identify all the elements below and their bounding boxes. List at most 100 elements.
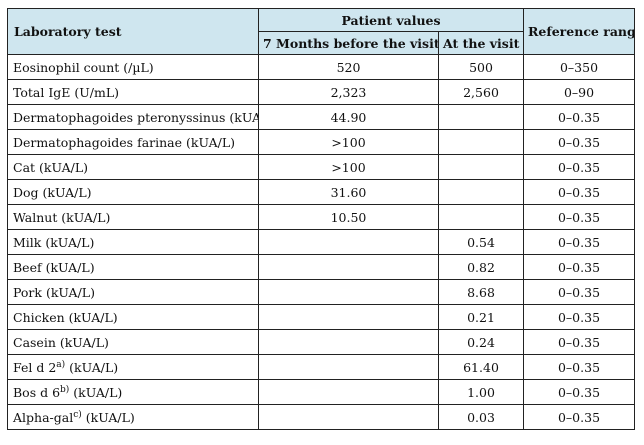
test-name-cell: Bos d 6b) (kUA/L): [7, 379, 259, 405]
before-visit-value: [258, 329, 439, 355]
test-name-cell: Eosinophil count (/µL): [7, 54, 259, 80]
at-visit-value: 1.00: [437, 379, 525, 405]
test-name: Dog (kUA/L): [13, 184, 92, 200]
before-visit-value: 520: [258, 54, 439, 80]
table-row: Total IgE (U/mL) 2,323 2,560 0–90: [7, 79, 636, 105]
before-visit-value: [258, 254, 439, 280]
before-visit-value: [258, 404, 439, 430]
table-row: Dog (kUA/L) 31.60 0–0.35: [7, 179, 636, 205]
test-name: Beef (kUA/L): [13, 259, 95, 275]
test-name: Total IgE (U/mL): [13, 84, 120, 100]
test-name: Pork (kUA/L): [13, 284, 95, 300]
at-visit-value: 0.21: [437, 304, 525, 330]
table-row: Bos d 6b) (kUA/L) 1.00 0–0.35: [7, 379, 636, 405]
test-name-cell: Total IgE (U/mL): [7, 79, 259, 105]
test-name-cell: Dermatophagoides farinae (kUA/L): [7, 129, 259, 155]
at-visit-value: 2,560: [437, 79, 525, 105]
header-row-top: Laboratory test Patient values Reference…: [7, 8, 636, 55]
test-name: Bos d 6: [13, 384, 61, 400]
reference-range-value: 0–0.35: [523, 354, 636, 380]
before-visit-value: 2,323: [258, 79, 439, 105]
before-visit-value: [258, 279, 439, 305]
at-visit-value: 61.40: [437, 354, 525, 380]
before-visit-value: [258, 229, 439, 255]
test-name: Alpha-gal: [13, 409, 74, 425]
test-name-cell: Dog (kUA/L): [7, 179, 259, 205]
reference-range-value: 0–0.35: [523, 229, 636, 255]
reference-range-value: 0–0.35: [523, 104, 636, 130]
header-at-visit: At the visit: [437, 31, 525, 55]
test-name-cell: Cat (kUA/L): [7, 154, 259, 180]
at-visit-value: [437, 154, 525, 180]
table-row: Eosinophil count (/µL) 520 500 0–350: [7, 54, 636, 80]
test-unit: (kUA/L): [81, 409, 135, 425]
test-name-cell: Milk (kUA/L): [7, 229, 259, 255]
table-row: Alpha-galc) (kUA/L) 0.03 0–0.35: [7, 404, 636, 430]
test-name: Chicken (kUA/L): [13, 309, 118, 325]
reference-range-value: 0–0.35: [523, 404, 636, 430]
reference-range-value: 0–0.35: [523, 154, 636, 180]
header-before-visit: 7 Months before the visit: [258, 31, 439, 55]
before-visit-value: [258, 379, 439, 405]
table-row: Milk (kUA/L) 0.54 0–0.35: [7, 229, 636, 255]
test-name: Dermatophagoides pteronyssinus (kUA/L): [13, 109, 259, 125]
at-visit-value: 0.03: [437, 404, 525, 430]
footnote-marker: c): [73, 409, 82, 420]
header-reference-range: Reference range: [523, 8, 636, 55]
reference-range-value: 0–0.35: [523, 129, 636, 155]
table-row: Dermatophagoides pteronyssinus (kUA/L) 44…: [7, 104, 636, 130]
at-visit-value: [437, 179, 525, 205]
test-unit: (kUA/L): [69, 384, 123, 400]
table-row: Chicken (kUA/L) 0.21 0–0.35: [7, 304, 636, 330]
reference-range-value: 0–0.35: [523, 179, 636, 205]
before-visit-value: >100: [258, 129, 439, 155]
at-visit-value: [437, 104, 525, 130]
header-lab-test: Laboratory test: [7, 8, 259, 55]
reference-range-value: 0–0.35: [523, 304, 636, 330]
table-row: Pork (kUA/L) 8.68 0–0.35: [7, 279, 636, 305]
before-visit-value: 10.50: [258, 204, 439, 230]
test-name-cell: Walnut (kUA/L): [7, 204, 259, 230]
header-row-sub: 7 Months before the visit At the visit: [8, 31, 635, 55]
at-visit-value: [437, 204, 525, 230]
footnote-marker: a): [56, 359, 66, 370]
before-visit-value: [258, 304, 439, 330]
reference-range-value: 0–90: [523, 79, 636, 105]
test-name-cell: Pork (kUA/L): [7, 279, 259, 305]
at-visit-value: 8.68: [437, 279, 525, 305]
table-row: Casein (kUA/L) 0.24 0–0.35: [7, 329, 636, 355]
at-visit-value: 0.24: [437, 329, 525, 355]
test-name: Dermatophagoides farinae (kUA/L): [13, 134, 236, 150]
test-name: Casein (kUA/L): [13, 334, 109, 350]
reference-range-value: 0–0.35: [523, 254, 636, 280]
at-visit-value: [437, 129, 525, 155]
before-visit-value: 44.90: [258, 104, 439, 130]
before-visit-value: 31.60: [258, 179, 439, 205]
test-name: Milk (kUA/L): [13, 234, 95, 250]
test-name-cell: Chicken (kUA/L): [7, 304, 259, 330]
table-row: Beef (kUA/L) 0.82 0–0.35: [7, 254, 636, 280]
table-body: Eosinophil count (/µL) 520 500 0–350 Total I…: [7, 54, 636, 430]
test-name: Walnut (kUA/L): [13, 209, 111, 225]
test-name-cell: Fel d 2a) (kUA/L): [7, 354, 259, 380]
header-patient-values: Patient values: [257, 8, 525, 32]
test-name-cell: Alpha-galc) (kUA/L): [7, 404, 259, 430]
table-header: Laboratory test Patient values Reference…: [7, 8, 636, 55]
table-row: Cat (kUA/L) >100 0–0.35: [7, 154, 636, 180]
reference-range-value: 0–350: [523, 54, 636, 80]
before-visit-value: [258, 354, 439, 380]
lab-results-table-container: Laboratory test Patient values Reference…: [7, 8, 636, 430]
table-row: Fel d 2a) (kUA/L) 61.40 0–0.35: [7, 354, 636, 380]
test-name-cell: Casein (kUA/L): [7, 329, 259, 355]
reference-range-value: 0–0.35: [523, 204, 636, 230]
at-visit-value: 500: [437, 54, 525, 80]
test-name: Eosinophil count (/µL): [13, 59, 154, 75]
test-name: Fel d 2: [13, 359, 57, 375]
reference-range-value: 0–0.35: [523, 329, 636, 355]
reference-range-value: 0–0.35: [523, 279, 636, 305]
test-name-cell: Beef (kUA/L): [7, 254, 259, 280]
reference-range-value: 0–0.35: [523, 379, 636, 405]
test-unit: (kUA/L): [65, 359, 119, 375]
footnote-marker: b): [60, 384, 70, 395]
test-name-cell: Dermatophagoides pteronyssinus (kUA/L): [7, 104, 259, 130]
